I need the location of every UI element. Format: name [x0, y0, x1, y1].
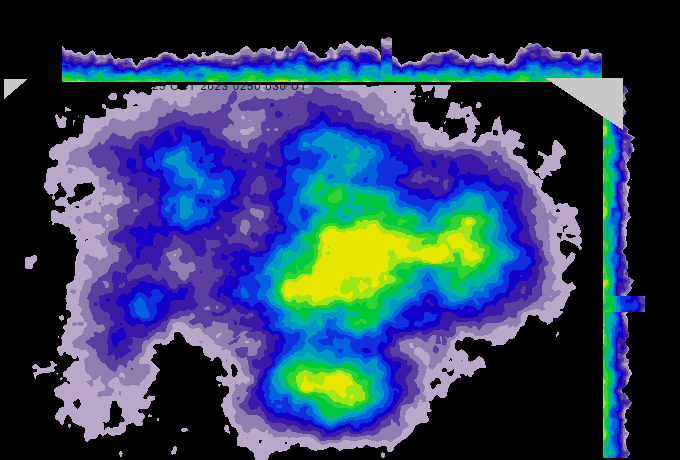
radar-display-root: 25 OCT 2023 0250 030 UT N Reflectivity (… [0, 0, 680, 460]
radar-image-canvas[interactable] [0, 0, 680, 460]
